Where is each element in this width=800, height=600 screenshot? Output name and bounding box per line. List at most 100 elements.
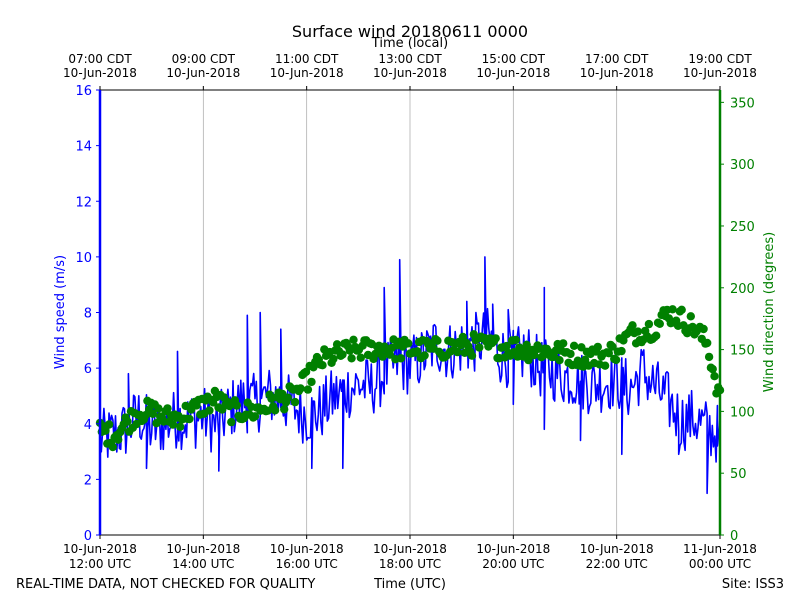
- wind-direction-point: [559, 339, 568, 348]
- wind-direction-point: [176, 422, 185, 431]
- wind-direction-point: [566, 349, 575, 359]
- wind-direction-point: [101, 426, 110, 435]
- wind-direction-point: [152, 419, 161, 428]
- wind-direction-point: [453, 347, 462, 357]
- wind-direction-point: [703, 338, 712, 348]
- wind-speed-series: [99, 256, 721, 495]
- wind-direction-point: [522, 340, 531, 350]
- vertical-grid: [202, 90, 618, 535]
- bottom-tick-date: 10-Jun-2018: [373, 542, 447, 556]
- right-tick-label: 200: [730, 282, 755, 297]
- wind-direction-point: [270, 406, 280, 415]
- wind-direction-point: [296, 384, 305, 393]
- wind-direction-point: [250, 412, 260, 421]
- wind-direction-point: [704, 352, 714, 362]
- top-tick-date: 10-Jun-2018: [270, 66, 344, 80]
- top-tick-date: 10-Jun-2018: [373, 66, 447, 80]
- bottom-tick-time: 18:00 UTC: [379, 557, 441, 571]
- bottom-tick-time: 12:00 UTC: [69, 557, 131, 571]
- bottom-tick-time: 20:00 UTC: [482, 557, 544, 571]
- wind-direction-point: [356, 353, 365, 362]
- left-tick-label: 2: [84, 473, 92, 488]
- bottom-tick-date: 11-Jun-2018: [683, 542, 757, 556]
- left-axis-label: Wind speed (m/s): [53, 255, 68, 369]
- wind-direction-point: [205, 406, 214, 415]
- top-tick-date: 10-Jun-2018: [63, 66, 137, 80]
- bottom-tick-time: 00:00 UTC: [689, 557, 751, 571]
- bottom-tick-time: 22:00 UTC: [586, 557, 648, 571]
- left-tick-label: 0: [84, 529, 92, 544]
- left-tick-label: 8: [84, 307, 92, 322]
- bottom-tick-date: 10-Jun-2018: [63, 542, 137, 556]
- top-tick-date: 10-Jun-2018: [580, 66, 654, 80]
- wind-direction-point: [420, 351, 429, 360]
- bottom-tick-date: 10-Jun-2018: [580, 542, 654, 556]
- left-tick-label: 14: [75, 140, 92, 155]
- left-axis-ticks: 0 2 4 6 8 10 12 14 16: [75, 84, 100, 544]
- wind-direction-point: [283, 393, 292, 402]
- wind-direction-point: [686, 312, 695, 321]
- right-axis-label: Wind direction (degrees): [762, 232, 777, 392]
- wind-direction-point: [227, 417, 236, 427]
- top-tick-time: 09:00 CDT: [172, 52, 236, 66]
- right-tick-label: 100: [730, 405, 755, 420]
- wind-direction-point: [154, 404, 163, 413]
- top-tick-time: 15:00 CDT: [482, 52, 546, 66]
- wind-direction-point: [491, 334, 500, 343]
- wind-direction-point: [318, 361, 327, 370]
- wind-direction-point: [569, 341, 579, 350]
- wind-direction-point: [347, 354, 356, 363]
- footer-disclaimer: REAL-TIME DATA, NOT CHECKED FOR QUALITY: [16, 577, 315, 592]
- wind-direction-point: [611, 355, 621, 365]
- wind-direction-point: [329, 354, 338, 364]
- wind-direction-point: [633, 327, 643, 336]
- wind-direction-point: [668, 305, 677, 314]
- wind-direction-point: [148, 409, 158, 418]
- left-tick-label: 16: [75, 84, 92, 99]
- bottom-tick-date: 10-Jun-2018: [166, 542, 240, 556]
- wind-direction-point: [404, 339, 413, 348]
- wind-direction-point: [396, 354, 406, 363]
- top-tick-date: 10-Jun-2018: [683, 66, 757, 80]
- wind-direction-point: [413, 347, 422, 356]
- wind-direction-point: [475, 343, 484, 352]
- wind-direction-point: [185, 414, 194, 424]
- bottom-tick-date: 10-Jun-2018: [476, 542, 550, 556]
- right-axis-ticks: 0 50 100 150 200 250 300 350: [720, 96, 755, 544]
- wind-direction-point: [710, 372, 719, 381]
- wind-direction-point: [593, 342, 602, 352]
- footer-axis-label: Time (UTC): [373, 577, 446, 592]
- top-tick-time: 07:00 CDT: [68, 52, 132, 66]
- footer-site: Site: ISS3: [722, 577, 784, 592]
- left-tick-label: 10: [75, 251, 92, 266]
- right-tick-label: 0: [730, 529, 738, 544]
- top-tick-date: 10-Jun-2018: [476, 66, 550, 80]
- wind-direction-point: [433, 336, 442, 345]
- wind-direction-point: [511, 335, 520, 345]
- left-tick-label: 6: [84, 362, 92, 377]
- wind-direction-point: [617, 346, 626, 356]
- wind-direction-point: [303, 385, 313, 394]
- top-axis-label: Time (local): [371, 36, 448, 51]
- wind-direction-point: [280, 405, 289, 414]
- wind-direction-point: [467, 351, 477, 360]
- chart-title: Surface wind 20180611 0000: [292, 22, 528, 41]
- wind-direction-point: [502, 341, 511, 351]
- wind-direction-point: [349, 335, 358, 344]
- wind-direction-point: [600, 361, 610, 370]
- wind-direction-series: [95, 305, 725, 452]
- wind-direction-point: [555, 356, 564, 365]
- wind-direction-point: [168, 420, 178, 429]
- bottom-tick-date: 10-Jun-2018: [270, 542, 344, 556]
- right-tick-label: 350: [730, 96, 755, 111]
- right-tick-label: 50: [730, 467, 747, 482]
- wind-direction-point: [290, 397, 300, 407]
- bottom-tick-time: 14:00 UTC: [172, 557, 234, 571]
- wind-direction-point: [655, 319, 664, 328]
- wind-direction-point: [123, 417, 132, 426]
- wind-direction-point: [104, 420, 114, 429]
- top-tick-date: 10-Jun-2018: [166, 66, 240, 80]
- wind-direction-point: [458, 332, 468, 342]
